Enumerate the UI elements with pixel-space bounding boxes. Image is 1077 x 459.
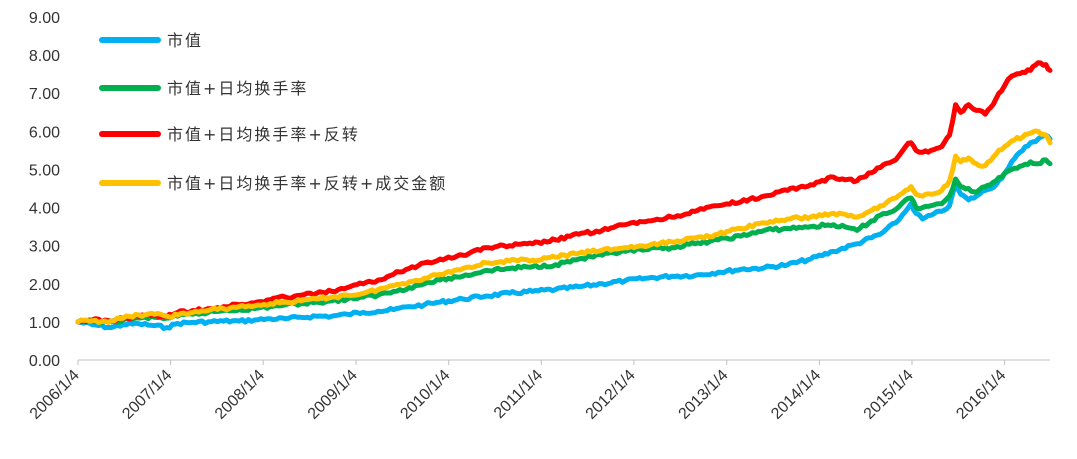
- x-tick-label: 2012/1/4: [583, 367, 639, 423]
- y-tick-label: 3.00: [29, 239, 60, 256]
- series-line-2: [75, 157, 1053, 326]
- y-tick-label: 6.00: [29, 124, 60, 141]
- y-tick-label: 9.00: [29, 10, 60, 27]
- y-tick-label: 0.00: [29, 353, 60, 370]
- legend-label: 市值: [167, 31, 203, 50]
- x-tick-label: 2014/1/4: [768, 367, 824, 423]
- y-tick-label: 5.00: [29, 162, 60, 179]
- y-tick-label: 7.00: [29, 86, 60, 103]
- y-tick-label: 1.00: [29, 315, 60, 332]
- x-tick-label: 2013/1/4: [676, 367, 732, 423]
- series-line-1: [75, 132, 1053, 331]
- y-tick-label: 4.00: [29, 201, 60, 218]
- x-tick-label: 2009/1/4: [305, 367, 361, 423]
- series-line-4: [75, 128, 1053, 325]
- x-tick-label: 2006/1/4: [27, 367, 83, 423]
- series-lines: [75, 60, 1053, 331]
- x-tick-label: 2015/1/4: [861, 367, 917, 423]
- x-tick-label: 2010/1/4: [397, 367, 453, 423]
- legend-label: 市值+日均换手率: [167, 79, 308, 98]
- y-axis-ticks: 0.00 1.00 2.00 3.00 4.00 5.00 6.00 7.00 8.00 9.00: [29, 10, 60, 370]
- y-tick-label: 2.00: [29, 277, 60, 294]
- legend-label: 市值+日均换手率+反转: [167, 125, 360, 144]
- y-tick-label: 8.00: [29, 48, 60, 65]
- x-axis-ticks: 2006/1/4 2007/1/4 2008/1/4 2009/1/4 2010/1/4…: [27, 360, 1009, 423]
- legend-label: 市值+日均换手率+反转+成交金额: [167, 174, 447, 193]
- x-tick-label: 2011/1/4: [491, 367, 546, 422]
- x-tick-label: 2008/1/4: [212, 367, 268, 423]
- x-tick-label: 2007/1/4: [119, 367, 175, 423]
- x-tick-label: 2016/1/4: [953, 367, 1009, 423]
